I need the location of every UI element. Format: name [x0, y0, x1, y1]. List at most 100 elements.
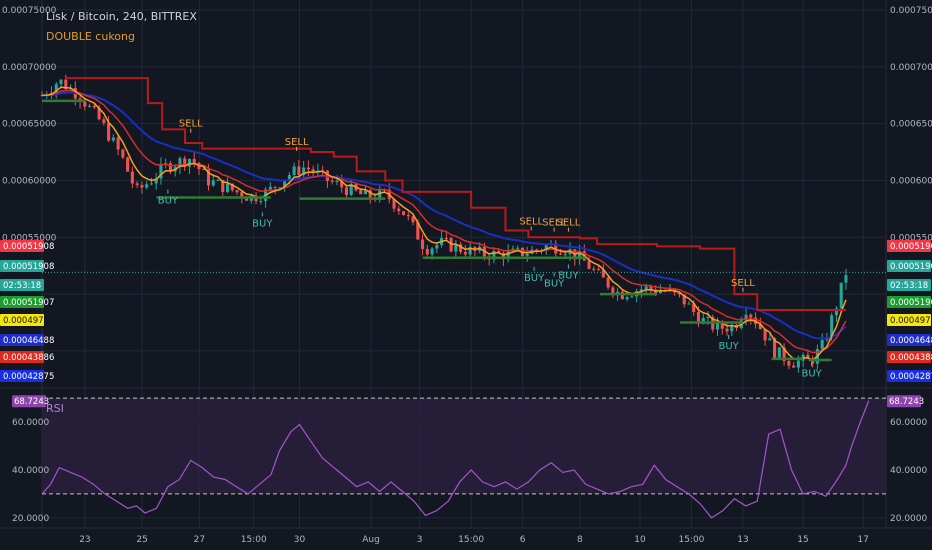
candle-body: [192, 158, 196, 163]
time-tick-label: 10: [634, 535, 646, 545]
price-badge-text: 0.00051907: [3, 298, 54, 308]
time-tick-label: 13: [737, 535, 748, 545]
candle-body: [406, 215, 410, 217]
candle: [59, 79, 63, 88]
price-badge-box: [0, 314, 44, 326]
candle-body: [525, 253, 529, 256]
time-tick-label: 15:00: [241, 535, 267, 545]
candle-body: [107, 122, 111, 141]
candle-body: [416, 222, 420, 240]
candle: [344, 184, 348, 199]
candle-body: [459, 244, 463, 252]
candle-body: [463, 251, 467, 255]
buy-signal: BUY: [524, 266, 545, 284]
resistance-step-line: [64, 77, 846, 311]
candle: [411, 215, 415, 226]
rsi-pane[interactable]: [41, 397, 886, 519]
candle-body: [135, 183, 139, 186]
candle-body: [273, 186, 277, 188]
candle-body: [397, 208, 401, 212]
candle-body: [516, 247, 520, 249]
candle: [587, 256, 591, 270]
rsi-tick-label-right: 60.0000: [890, 418, 927, 428]
candle-body: [677, 292, 681, 295]
indicator-name: DOUBLE cukong: [46, 30, 135, 43]
candle-body: [597, 269, 601, 271]
candle: [777, 347, 781, 358]
price-tick-label-right: 0.00075000: [890, 6, 932, 16]
candle-body: [349, 184, 353, 195]
candle: [844, 268, 848, 291]
price-badge-text: 0.00046488: [890, 336, 932, 346]
price-badge-right: 0.00042875: [887, 370, 932, 382]
buy-signal-label: BUY: [801, 368, 822, 379]
sell-signal-label: SELL: [285, 137, 309, 148]
candle-body: [259, 200, 263, 202]
price-tick-label-right: 0.00070000: [890, 63, 932, 73]
buy-signal: BUY: [252, 212, 273, 229]
candle-body: [601, 269, 605, 278]
candle: [216, 178, 220, 181]
buy-signal: BUY: [544, 272, 565, 290]
candle: [225, 177, 230, 194]
candle-body: [620, 291, 624, 300]
candle-body: [268, 186, 272, 190]
price-badge-text: 0.00051908: [890, 242, 932, 252]
candle-body: [145, 184, 149, 188]
candle-body: [363, 190, 368, 195]
candle-body: [844, 275, 848, 283]
time-tick-label: 15:00: [458, 535, 484, 545]
price-tick-label-right: 0.00065000: [890, 120, 932, 130]
rsi-tick-label-left: 60.0000: [12, 418, 49, 428]
candle-body: [773, 338, 777, 358]
price-badge-text: 0.00049723: [3, 316, 54, 326]
candle: [525, 246, 529, 262]
candle-body: [159, 164, 163, 179]
candle-body: [335, 181, 339, 183]
candle-body: [630, 296, 634, 298]
candle-body: [168, 163, 172, 172]
candle-body: [744, 314, 748, 321]
sell-signal-label: SELL: [179, 119, 203, 130]
price-badge-right: 0.00051908: [887, 240, 932, 252]
buy-signal: BUY: [718, 335, 740, 352]
candle: [292, 162, 296, 179]
rsi-tick-label-right: 40.0000: [890, 466, 927, 476]
candle-body: [425, 248, 429, 255]
candle-body: [54, 84, 58, 93]
price-badge-box: [0, 351, 44, 363]
candle-body: [611, 287, 615, 295]
buy-signal-label: BUY: [158, 196, 179, 207]
candle-body: [730, 325, 734, 332]
candle: [135, 181, 139, 189]
price-badge-box: [0, 370, 44, 382]
candle-body: [149, 183, 153, 185]
candle-body: [658, 290, 662, 294]
candle-body: [430, 248, 434, 255]
price-badge-box: [0, 279, 44, 291]
price-tick-label-left: 0.00075000: [2, 6, 57, 16]
buy-signal-label: BUY: [558, 271, 579, 282]
candle: [601, 264, 605, 278]
price-badges: 0.00051908 0.00051908 0.00051908 0.00051908…: [0, 240, 932, 408]
sell-signal: SELL: [519, 216, 544, 231]
candle: [763, 328, 767, 346]
candle-body: [411, 216, 415, 223]
price-badge-box: [887, 260, 931, 272]
sell-signal: SELL: [542, 218, 566, 232]
price-badge-right: 02:53:18: [887, 279, 931, 291]
candle-body: [454, 244, 458, 252]
buy-signal-label: BUY: [544, 279, 565, 290]
rsi-band: [42, 398, 886, 494]
candle: [159, 157, 163, 185]
fast-moving-average-line: [41, 86, 847, 361]
candle: [140, 181, 144, 194]
candle-body: [111, 137, 115, 141]
candle: [435, 243, 439, 254]
candle-body: [501, 252, 505, 260]
candle: [421, 234, 425, 256]
candle-body: [64, 79, 68, 89]
candle-body: [230, 183, 234, 191]
